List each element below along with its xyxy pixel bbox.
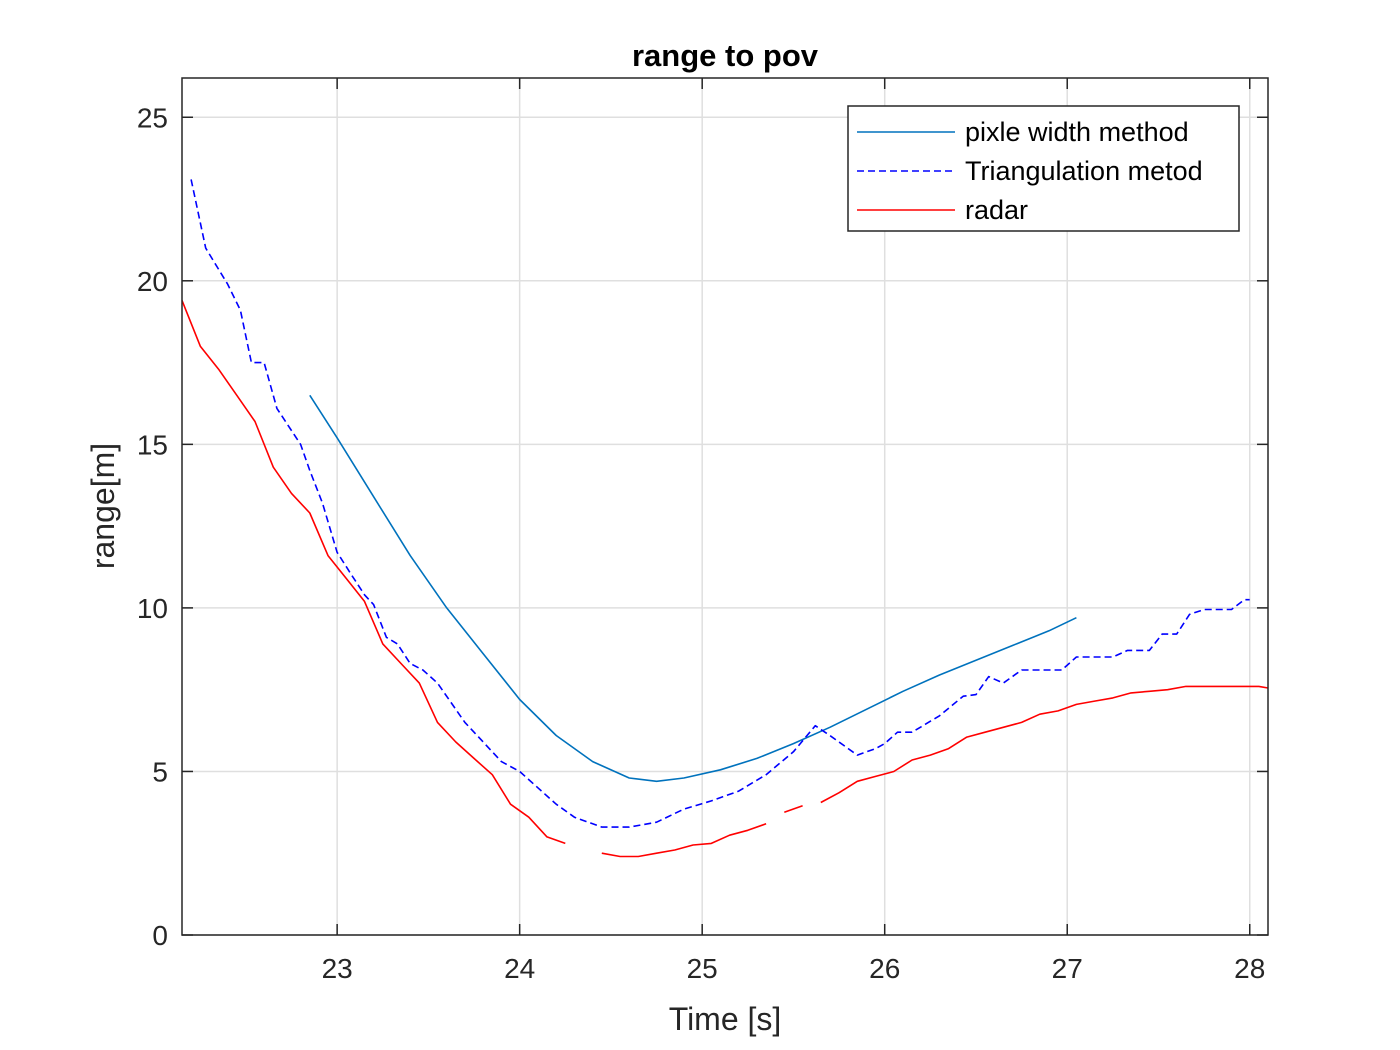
chart-title: range to pov <box>632 38 819 73</box>
legend: pixle width method Triangulation metod rad… <box>847 105 1240 232</box>
series-line-pixle-width-method <box>309 394 1077 783</box>
x-tick-label: 26 <box>869 953 900 984</box>
x-tick-label: 27 <box>1052 953 1083 984</box>
series-line-radar <box>820 685 1269 804</box>
x-tick-label: 23 <box>322 953 353 984</box>
series-line-radar <box>601 823 767 858</box>
x-tick-label: 25 <box>687 953 718 984</box>
series-pixle-width-method <box>309 394 1077 783</box>
plot-frame <box>181 77 1269 936</box>
x-axis-label: Time [s] <box>669 1001 782 1037</box>
y-tick-label: 25 <box>137 102 168 133</box>
x-tick-label: 28 <box>1234 953 1265 984</box>
x-tick-label: 24 <box>504 953 535 984</box>
grid-lines <box>182 78 1268 936</box>
series-line-radar <box>181 300 566 845</box>
y-axis-label: range[m] <box>85 443 121 569</box>
legend-label: radar <box>965 195 1028 225</box>
legend-entry: Triangulation metod <box>857 156 1203 186</box>
series-line-triangulation-metod <box>190 179 1250 828</box>
legend-label: Triangulation metod <box>965 156 1203 186</box>
series-line-radar <box>784 805 803 814</box>
y-tick-label: 15 <box>137 429 168 460</box>
legend-entry: radar <box>857 195 1028 225</box>
plot-series <box>181 179 1269 858</box>
axis-ticks: 23 24 25 26 27 28 0 5 10 15 20 25 <box>137 78 1268 984</box>
legend-entry: pixle width method <box>857 117 1189 147</box>
y-tick-label: 0 <box>152 920 168 951</box>
series-radar <box>181 300 1269 858</box>
series-triangulation-metod <box>190 179 1250 828</box>
y-tick-label: 20 <box>137 266 168 297</box>
legend-label: pixle width method <box>965 117 1189 147</box>
y-tick-label: 5 <box>152 756 168 787</box>
y-tick-label: 10 <box>137 593 168 624</box>
